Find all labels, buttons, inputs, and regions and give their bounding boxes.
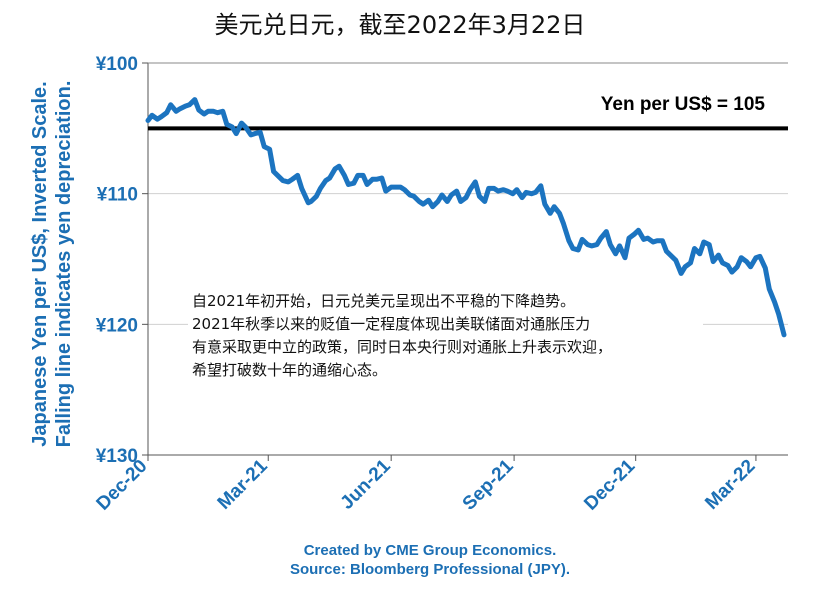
x-tick-label-2: Jun-21 xyxy=(337,455,395,513)
x-tick-label-5: Mar-22 xyxy=(701,456,759,514)
y-axis-label-line-2: Falling line indicates yen depreciation. xyxy=(53,81,75,448)
y-tick-label-130: ¥130 xyxy=(96,446,138,467)
annotation-line-3: 有意采取更中立的政策，同时日本央行则对通胀上升表示欢迎， xyxy=(192,338,612,356)
y-tick-label-110: ¥110 xyxy=(97,185,138,206)
source-line-2: Source: Bloomberg Professional (JPY). xyxy=(290,561,570,578)
reference-line-group: Yen per US$ = 105 xyxy=(148,94,788,131)
reference-line-label: Yen per US$ = 105 xyxy=(601,94,766,115)
y-tick-label-120: ¥120 xyxy=(96,315,138,336)
y-axis-label-line-1: Japanese Yen per US$, Inverted Scale. xyxy=(29,81,51,446)
annotation-line-2: 2021年秋季以来的贬值一定程度体现出美联储面对通胀压力 xyxy=(192,315,590,333)
series-group xyxy=(145,97,787,338)
y-tick-labels: ¥100 ¥110 ¥120 ¥130 xyxy=(96,54,138,467)
y-tick-label-100: ¥100 xyxy=(96,54,138,75)
series-line-0 xyxy=(145,97,787,338)
annotation-background xyxy=(188,288,703,380)
chart-title: 美元兑日元，截至2022年3月22日 xyxy=(215,11,586,39)
x-tick-label-4: Dec-21 xyxy=(580,455,639,514)
annotation-line-1: 自2021年初开始，日元兑美元呈现出不平稳的下降趋势。 xyxy=(192,292,575,310)
annotation-line-4: 希望打破数十年的通缩心态。 xyxy=(192,361,387,379)
x-tick-label-3: Sep-21 xyxy=(459,455,518,514)
x-tick-labels: Dec-20 Mar-21 Jun-21 Sep-21 Dec-21 Mar-22 xyxy=(93,455,760,514)
x-tick-label-1: Mar-21 xyxy=(214,455,272,513)
source-line-1: Created by CME Group Economics. xyxy=(304,542,557,559)
